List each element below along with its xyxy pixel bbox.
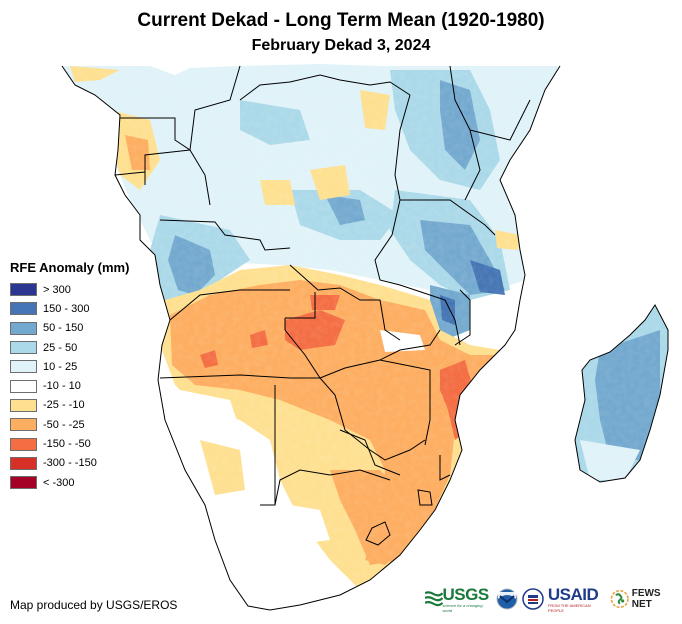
legend-item: -300 - -150 xyxy=(10,454,129,473)
legend-swatch xyxy=(10,379,37,393)
map-credit: Map produced by USGS/EROS xyxy=(10,598,178,612)
legend-swatch xyxy=(10,341,37,355)
legend-items: > 300 150 - 300 50 - 150 25 - 50 10 - 25 -10 … xyxy=(10,280,129,492)
usaid-seal-icon xyxy=(522,588,544,610)
usaid-tagline: FROM THE AMERICAN PEOPLE xyxy=(547,602,591,613)
legend-swatch xyxy=(10,398,37,412)
fews-globe-icon xyxy=(610,589,630,609)
legend-label: 50 - 150 xyxy=(43,322,84,335)
legend-label: -50 - -25 xyxy=(43,418,85,431)
legend-label: 10 - 25 xyxy=(43,360,78,373)
usgs-wave-icon xyxy=(425,591,443,607)
legend-label: > 300 xyxy=(43,283,71,296)
usaid-logo: USAID FROM THE AMERICAN PEOPLE xyxy=(548,586,606,613)
legend-item: 150 - 300 xyxy=(10,299,129,318)
legend-swatch xyxy=(10,456,37,470)
legend-item: > 300 xyxy=(10,280,129,299)
legend-item: -25 - -10 xyxy=(10,396,129,415)
legend-swatch xyxy=(10,476,37,490)
map-title: Current Dekad - Long Term Mean (1920-198… xyxy=(137,10,545,31)
legend-swatch xyxy=(10,302,37,316)
legend-label: -150 - -50 xyxy=(43,438,91,451)
legend-item: -10 - 10 xyxy=(10,376,129,395)
legend-item: 25 - 50 xyxy=(10,338,129,357)
legend-item: 50 - 150 xyxy=(10,319,129,338)
noaa-seal-icon xyxy=(496,588,518,610)
legend-label: -10 - 10 xyxy=(43,380,81,393)
partner-logos: USGS science for a changing world USAID … xyxy=(425,586,682,613)
legend-title: RFE Anomaly (mm) xyxy=(10,260,130,275)
map-subtitle: February Dekad 3, 2024 xyxy=(251,37,431,54)
legend-swatch xyxy=(10,321,37,335)
legend-item: -150 - -50 xyxy=(10,434,129,453)
madagascar-raster xyxy=(575,305,668,482)
legend-label: -25 - -10 xyxy=(43,399,85,412)
legend: RFE Anomaly (mm) > 300 150 - 300 50 - 150 2… xyxy=(10,260,129,492)
legend-label: -300 - -150 xyxy=(43,457,97,470)
usgs-logo: USGS science for a changing world xyxy=(425,586,492,613)
legend-item: 10 - 25 xyxy=(10,357,129,376)
legend-swatch xyxy=(10,418,37,432)
usgs-wordmark: USGS xyxy=(442,584,490,604)
legend-label: < -300 xyxy=(43,476,75,489)
country-borders xyxy=(61,65,669,611)
legend-label: 25 - 50 xyxy=(43,341,78,354)
usaid-wordmark: USAID xyxy=(547,584,599,604)
legend-item: -50 - -25 xyxy=(10,415,129,434)
fews-net-logo: FEWS NET xyxy=(610,588,682,610)
usgs-tagline: science for a changing world xyxy=(442,602,483,613)
legend-swatch xyxy=(10,437,37,451)
legend-item: < -300 xyxy=(10,473,129,492)
legend-swatch xyxy=(10,283,37,297)
legend-label: 150 - 300 xyxy=(43,302,90,315)
noaa-logo xyxy=(496,588,518,610)
fews-net-wordmark: FEWS NET xyxy=(631,588,661,610)
legend-swatch xyxy=(10,360,37,374)
usaid-seal-logo xyxy=(522,588,544,610)
